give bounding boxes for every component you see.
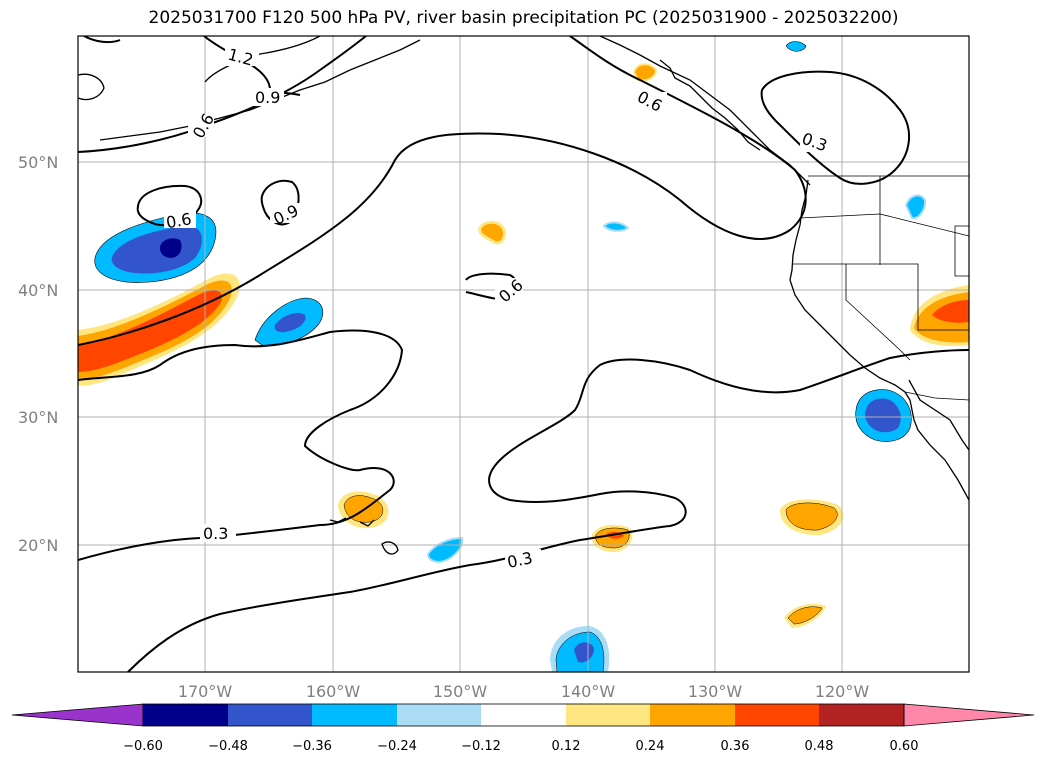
precip-blob bbox=[574, 642, 594, 663]
lon-label: 150°W bbox=[433, 682, 488, 701]
colorbar-tick: 0.12 bbox=[552, 739, 581, 754]
lon-label: 160°W bbox=[306, 682, 361, 701]
precip-blob bbox=[787, 606, 823, 625]
pv-contour bbox=[78, 36, 807, 346]
colorbar: −0.60 −0.48 −0.36 −0.24 −0.12 0.12 0.24 … bbox=[11, 703, 1035, 754]
colorbar-segment bbox=[650, 704, 735, 726]
pv-contour bbox=[760, 70, 911, 185]
map-border bbox=[77, 35, 970, 673]
coastline bbox=[659, 59, 761, 151]
precip-blob bbox=[160, 238, 182, 258]
colorbar-tick: −0.24 bbox=[377, 739, 417, 754]
colorbar-segment bbox=[819, 704, 904, 726]
lon-label: 170°W bbox=[178, 682, 233, 701]
colorbar-arrow-left bbox=[11, 703, 144, 727]
contour-labels: 1.2 0.9 0.6 0.6 0.9 0.6 0.6 0.3 0.3 0.3 bbox=[164, 45, 834, 572]
colorbar-tick: −0.12 bbox=[461, 739, 501, 754]
colorbar-tick: 0.36 bbox=[721, 739, 750, 754]
colorbar-segment bbox=[143, 704, 228, 726]
pv-contour bbox=[127, 349, 969, 672]
lat-label: 30°N bbox=[18, 408, 58, 427]
coastline bbox=[789, 179, 969, 501]
colorbar-segment bbox=[312, 704, 397, 726]
coastline bbox=[204, 36, 321, 83]
border-line bbox=[792, 263, 919, 290]
precip-blob bbox=[426, 536, 464, 564]
colorbar-arrow-right bbox=[903, 703, 1035, 727]
borders bbox=[792, 175, 969, 401]
pv-contour bbox=[78, 329, 404, 561]
precip-blob bbox=[111, 226, 202, 274]
longitude-labels: 170°W 160°W 150°W 140°W 130°W 120°W bbox=[178, 682, 870, 701]
contour-label: 0.3 bbox=[505, 548, 534, 572]
precip-blob bbox=[904, 194, 927, 220]
coastline bbox=[359, 519, 375, 527]
contour-label: 0.6 bbox=[165, 209, 193, 232]
lon-label: 120°W bbox=[815, 682, 870, 701]
border-line bbox=[954, 225, 969, 277]
colorbar-segment bbox=[735, 704, 819, 726]
latitude-labels: 50°N 40°N 30°N 20°N bbox=[18, 153, 58, 555]
colorbar-outline bbox=[142, 703, 905, 727]
lat-label: 40°N bbox=[18, 281, 58, 300]
coastline bbox=[381, 541, 399, 555]
colorbar-segment bbox=[566, 704, 650, 726]
pv-contour bbox=[78, 36, 367, 153]
precip-blob bbox=[478, 220, 506, 245]
chart-title: 2025031700 F120 500 hPa PV, river basin … bbox=[148, 8, 899, 28]
pv-contour bbox=[83, 36, 121, 44]
colorbar-segment bbox=[481, 704, 566, 726]
colorbar-segment bbox=[228, 704, 312, 726]
colorbar-tick: 0.24 bbox=[636, 739, 665, 754]
lat-label: 20°N bbox=[18, 536, 58, 555]
precip-blob bbox=[932, 300, 969, 323]
precip-blob bbox=[785, 41, 807, 52]
lon-label: 140°W bbox=[561, 682, 616, 701]
lat-label: 50°N bbox=[18, 153, 58, 172]
colorbar-tick: −0.36 bbox=[292, 739, 332, 754]
colorbar-tick: 0.48 bbox=[805, 739, 834, 754]
pv-contour bbox=[136, 184, 203, 227]
coastline bbox=[908, 379, 969, 451]
contour-label: 0.9 bbox=[255, 88, 280, 107]
precip-blob bbox=[865, 398, 901, 433]
lon-label: 130°W bbox=[688, 682, 743, 701]
border-line bbox=[904, 391, 969, 401]
coastlines bbox=[78, 36, 969, 555]
colorbar-segment bbox=[397, 704, 481, 726]
contour-label: 0.3 bbox=[203, 524, 228, 543]
colorbar-tick: −0.60 bbox=[123, 739, 163, 754]
coastline bbox=[78, 73, 105, 101]
precip-blob bbox=[785, 502, 838, 531]
gridlines bbox=[78, 36, 969, 672]
precip-blob bbox=[274, 313, 306, 333]
precip-blob bbox=[78, 290, 222, 372]
border-line bbox=[917, 290, 969, 331]
precip-blob bbox=[602, 221, 630, 232]
colorbar-tick: −0.48 bbox=[208, 739, 248, 754]
precipitation-shading bbox=[78, 41, 969, 672]
colorbar-tick: 0.60 bbox=[890, 739, 919, 754]
pv-contours bbox=[78, 36, 969, 672]
